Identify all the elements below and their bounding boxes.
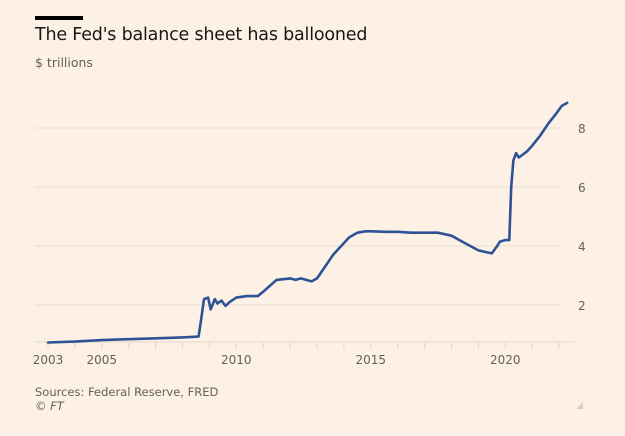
y-tick-label: 8 — [578, 122, 586, 136]
y-axis: 2 4 6 8 — [578, 122, 586, 313]
y-tick-label: 6 — [578, 181, 586, 195]
chart-subtitle: $ trillions — [35, 55, 93, 70]
x-tick-label: 2005 — [87, 353, 118, 367]
x-axis: 2003 2005 2010 2015 2020 — [33, 341, 575, 367]
series-line — [46, 101, 569, 344]
y-tick-label: 4 — [578, 240, 586, 254]
title-accent-bar — [35, 16, 83, 20]
x-tick-label: 2015 — [356, 353, 387, 367]
source-note: Sources: Federal Reserve, FRED — [35, 385, 219, 399]
series-group — [46, 101, 569, 344]
chart-footer: Sources: Federal Reserve, FRED © FT — [35, 385, 218, 413]
x-tick-label: 2020 — [490, 353, 521, 367]
copyright-note: © FT — [35, 399, 64, 413]
x-tick-label: 2010 — [221, 353, 252, 367]
x-tick-label: 2003 — [33, 353, 64, 367]
y-tick-label: 2 — [578, 299, 586, 313]
chart-title: The Fed's balance sheet has ballooned — [35, 25, 368, 45]
resize-handle-icon[interactable] — [576, 402, 583, 409]
